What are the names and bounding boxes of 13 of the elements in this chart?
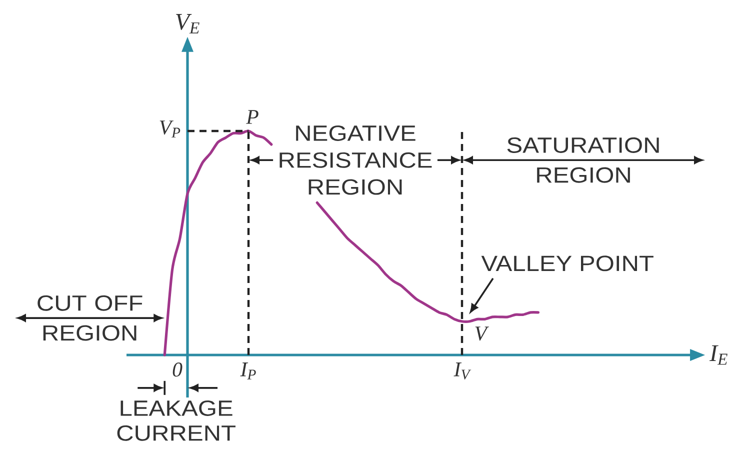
annotation: P — [246, 110, 258, 124]
x-tick-label: I$_{P}$ — [240, 362, 256, 380]
x-tick-label: I$_{V}$ — [454, 362, 472, 380]
annotation: NEGATIVE RESISTANCE REGION — [280, 125, 432, 195]
annotation: CUT OFF REGION — [38, 295, 142, 341]
x-tick-label: 0 — [172, 362, 182, 377]
x-axis-title: I$_{E}$ — [709, 345, 728, 365]
annotation: SATURATION REGION — [507, 137, 659, 183]
annotation: V — [475, 326, 490, 341]
annotation: VALLEY POINT — [481, 256, 654, 272]
y-axis-title: V$_{E}$ — [176, 14, 200, 34]
text: LEAKAGE CURRENT — [117, 400, 236, 441]
ref-line-label: V$_{P}$ — [160, 120, 180, 138]
